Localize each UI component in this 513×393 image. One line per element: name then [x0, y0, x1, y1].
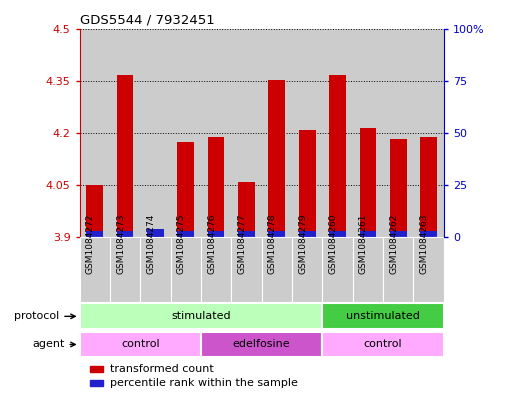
- Text: GSM1084277: GSM1084277: [238, 213, 246, 274]
- Bar: [80, 303, 322, 329]
- Bar: [110, 29, 140, 237]
- Bar: [299, 130, 315, 237]
- Bar: [116, 231, 133, 237]
- Bar: [322, 29, 353, 237]
- Text: GSM1084275: GSM1084275: [177, 213, 186, 274]
- Text: GSM1084278: GSM1084278: [268, 213, 277, 274]
- Bar: [90, 380, 103, 386]
- Bar: [110, 237, 140, 302]
- Bar: [177, 231, 194, 237]
- Text: GSM1084272: GSM1084272: [86, 214, 95, 274]
- Bar: [147, 230, 164, 237]
- Bar: [322, 237, 353, 302]
- Bar: [262, 29, 292, 237]
- Text: GDS5544 / 7932451: GDS5544 / 7932451: [80, 14, 214, 27]
- Bar: [329, 75, 346, 237]
- Text: percentile rank within the sample: percentile rank within the sample: [110, 378, 299, 388]
- Bar: [86, 231, 103, 237]
- Text: GSM1084276: GSM1084276: [207, 213, 216, 274]
- Bar: [90, 366, 103, 371]
- Text: agent: agent: [32, 340, 75, 349]
- Bar: [413, 29, 444, 237]
- Bar: [390, 231, 407, 237]
- Bar: [201, 29, 231, 237]
- Bar: [360, 231, 376, 237]
- Bar: [420, 231, 437, 237]
- Bar: [262, 237, 292, 302]
- Bar: [80, 237, 110, 302]
- Bar: [383, 29, 413, 237]
- Bar: [116, 75, 133, 237]
- Bar: [238, 231, 255, 237]
- Bar: [80, 29, 110, 237]
- Bar: [413, 237, 444, 302]
- Bar: [322, 332, 444, 358]
- Text: unstimulated: unstimulated: [346, 311, 420, 321]
- Bar: [231, 29, 262, 237]
- Bar: [201, 332, 322, 358]
- Bar: [329, 231, 346, 237]
- Bar: [140, 29, 170, 237]
- Bar: [292, 237, 322, 302]
- Bar: [383, 237, 413, 302]
- Bar: [292, 29, 322, 237]
- Bar: [208, 231, 225, 237]
- Bar: [299, 231, 315, 237]
- Text: transformed count: transformed count: [110, 364, 214, 374]
- Text: GSM1084261: GSM1084261: [359, 213, 368, 274]
- Text: edelfosine: edelfosine: [233, 340, 290, 349]
- Bar: [140, 237, 170, 302]
- Bar: [147, 229, 164, 237]
- Text: GSM1084262: GSM1084262: [389, 214, 398, 274]
- Bar: [170, 29, 201, 237]
- Bar: [201, 237, 231, 302]
- Text: GSM1084263: GSM1084263: [420, 213, 428, 274]
- Bar: [86, 185, 103, 237]
- Bar: [360, 128, 376, 237]
- Bar: [420, 137, 437, 237]
- Bar: [353, 29, 383, 237]
- Text: GSM1084279: GSM1084279: [298, 213, 307, 274]
- Bar: [268, 231, 285, 237]
- Bar: [231, 237, 262, 302]
- Bar: [170, 237, 201, 302]
- Bar: [322, 303, 444, 329]
- Text: GSM1084260: GSM1084260: [328, 213, 338, 274]
- Bar: [80, 332, 201, 358]
- Text: GSM1084273: GSM1084273: [116, 213, 125, 274]
- Text: control: control: [364, 340, 402, 349]
- Text: protocol: protocol: [14, 311, 75, 321]
- Text: control: control: [121, 340, 160, 349]
- Bar: [238, 182, 255, 237]
- Bar: [208, 137, 225, 237]
- Bar: [177, 142, 194, 237]
- Bar: [390, 139, 407, 237]
- Bar: [268, 80, 285, 237]
- Text: GSM1084274: GSM1084274: [146, 214, 155, 274]
- Text: stimulated: stimulated: [171, 311, 231, 321]
- Bar: [353, 237, 383, 302]
